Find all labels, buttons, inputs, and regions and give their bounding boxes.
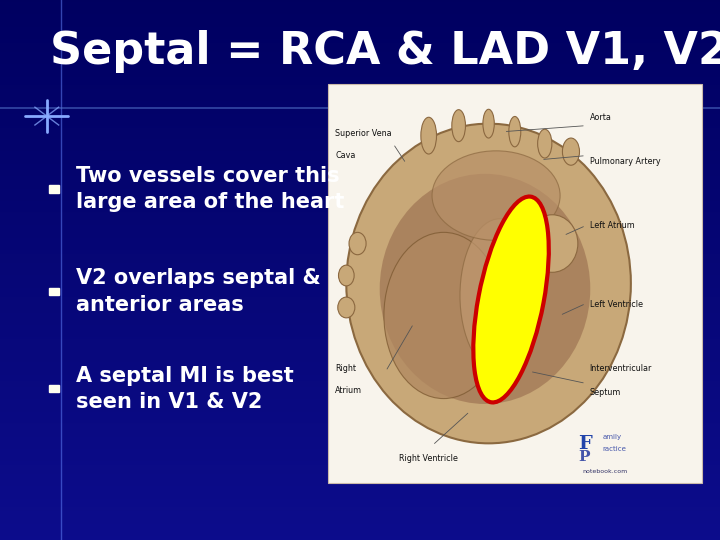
Ellipse shape [452,110,465,141]
Ellipse shape [349,232,366,255]
Text: Right: Right [335,364,356,374]
Text: V2 overlaps septal &
anterior areas: V2 overlaps septal & anterior areas [76,268,320,315]
Text: Superior Vena: Superior Vena [335,129,392,138]
Text: A septal MI is best
seen in V1 & V2: A septal MI is best seen in V1 & V2 [76,366,293,412]
Text: amily: amily [603,434,622,440]
Ellipse shape [538,129,552,158]
Text: Cava: Cava [335,151,356,160]
Ellipse shape [526,215,578,272]
Text: F: F [578,435,592,454]
Ellipse shape [421,117,436,154]
Text: Aorta: Aorta [590,113,611,122]
Bar [49,288,58,295]
Ellipse shape [432,151,560,240]
Text: Septum: Septum [590,388,621,397]
Ellipse shape [379,174,590,404]
Text: Two vessels cover this
large area of the heart: Two vessels cover this large area of the… [76,166,344,212]
Bar [49,386,58,392]
Text: Atrium: Atrium [335,387,362,395]
Ellipse shape [460,219,540,372]
Text: Septal = RCA & LAD V1, V2: Septal = RCA & LAD V1, V2 [50,30,720,73]
Ellipse shape [509,117,521,147]
Ellipse shape [338,265,354,286]
Text: P: P [578,450,590,464]
Ellipse shape [346,124,631,443]
Ellipse shape [562,138,580,165]
Text: ractice: ractice [603,447,626,453]
Text: notebook.com: notebook.com [582,469,627,474]
Ellipse shape [384,232,503,399]
Ellipse shape [473,197,549,402]
Bar [328,84,702,483]
Bar [49,185,58,192]
Text: Interventricular: Interventricular [590,364,652,374]
Text: Pulmonary Artery: Pulmonary Artery [590,157,660,166]
Text: Left Ventricle: Left Ventricle [590,300,643,309]
Text: Left Atrium: Left Atrium [590,220,634,230]
Ellipse shape [483,109,495,138]
Text: Right Ventricle: Right Ventricle [400,454,458,463]
Ellipse shape [338,297,355,318]
